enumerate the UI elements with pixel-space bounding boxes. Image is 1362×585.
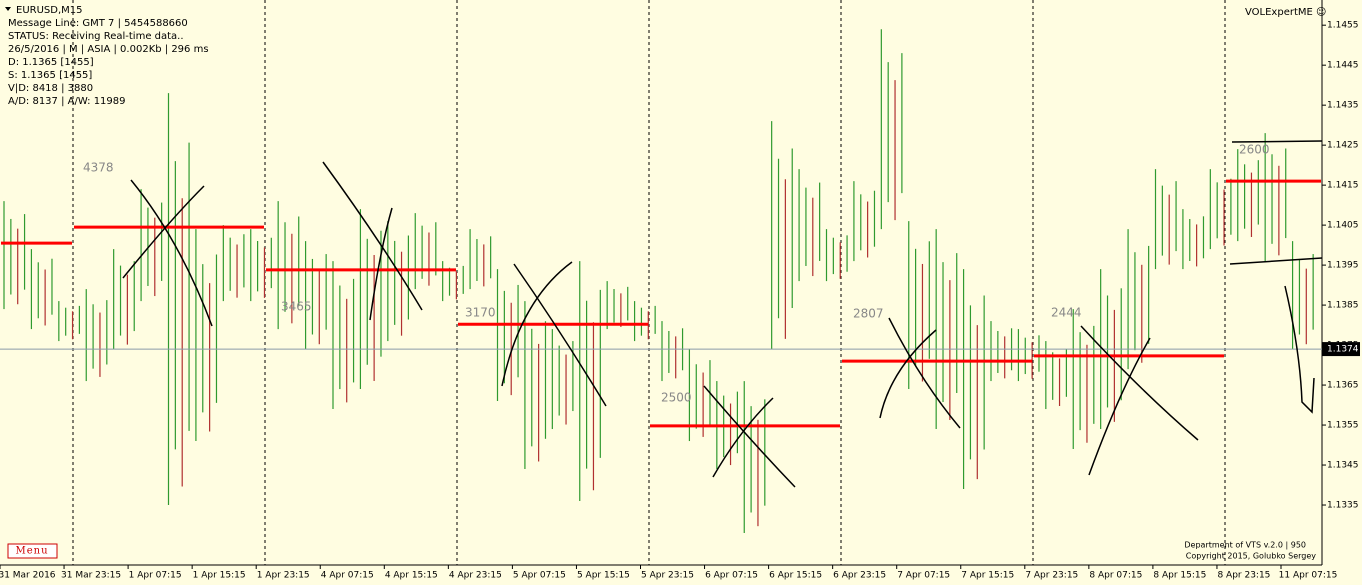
session-separators xyxy=(72,0,1226,565)
volume-label: 4378 xyxy=(83,161,114,175)
volume-label: 3465 xyxy=(281,300,312,314)
volume-label: 2500 xyxy=(661,391,692,405)
menu-label[interactable]: Menu xyxy=(15,546,48,557)
x-tick-label: 4 Apr 23:15 xyxy=(449,571,502,581)
hand-drawn-crosses xyxy=(122,140,1323,488)
x-tick-label: 7 Apr 23:15 xyxy=(1025,571,1078,581)
info-line: Message Line: GMT 7 | 5454588660 xyxy=(8,18,188,29)
x-tick-label: 5 Apr 07:15 xyxy=(513,571,566,581)
x-tick-label: 6 Apr 23:15 xyxy=(833,571,886,581)
footer-line: Copyright 2015, Golubko Sergey xyxy=(1186,552,1316,561)
x-tick-label: 4 Apr 15:15 xyxy=(385,571,438,581)
x-tick-label: 5 Apr 15:15 xyxy=(577,571,630,581)
y-tick-label: 1.1455 xyxy=(1327,21,1359,31)
symbol: EURUSD,M15 xyxy=(16,5,82,16)
info-line: A/D: 8137 | A/W: 11989 xyxy=(8,96,126,107)
y-tick-label: 1.1395 xyxy=(1327,261,1359,271)
volume-label: 2807 xyxy=(853,307,884,321)
x-tick-label: 1 Apr 23:15 xyxy=(257,571,310,581)
x-tick-label: 6 Apr 07:15 xyxy=(705,571,758,581)
y-tick-label: 1.1385 xyxy=(1327,301,1359,311)
x-tick-label: 4 Apr 07:15 xyxy=(321,571,374,581)
x-tick-label: 31 Mar 23:15 xyxy=(61,571,121,581)
x-tick-label: 6 Apr 15:15 xyxy=(769,571,822,581)
y-tick-label: 1.1435 xyxy=(1327,101,1359,111)
info-line: V|D: 8418 | 3880 xyxy=(8,83,93,94)
info-line: 26/5/2016 | M | ASIA | 0.002Kb | 296 ms xyxy=(8,44,209,55)
last-price-label: 1.1374 xyxy=(1327,345,1359,355)
x-tick-label: 7 Apr 07:15 xyxy=(897,571,950,581)
y-tick-label: 1.1445 xyxy=(1327,61,1359,71)
volume-label: 2600 xyxy=(1239,143,1270,157)
x-tick-label: 8 Apr 15:15 xyxy=(1153,571,1206,581)
x-tick-label: 1 Apr 15:15 xyxy=(193,571,246,581)
dropdown-arrow xyxy=(5,7,11,11)
indicator-name: VOLExpertME ☺ xyxy=(1245,7,1326,18)
x-tick-label: 11 Apr 07:15 xyxy=(1279,571,1338,581)
info-line: D: 1.1365 [1455] xyxy=(8,57,94,68)
y-tick-label: 1.1405 xyxy=(1327,221,1359,231)
volume-label: 2444 xyxy=(1051,306,1082,320)
footer-line: Department of VTS v.2.0 | 950 xyxy=(1184,541,1306,550)
y-tick-label: 1.1335 xyxy=(1327,501,1359,511)
y-tick-label: 1.1415 xyxy=(1327,181,1359,191)
info-line: STATUS: Receiving Real-time data.. xyxy=(8,31,184,42)
volume-label: 3170 xyxy=(465,306,496,320)
info-line: S: 1.1365 [1455] xyxy=(8,70,92,81)
x-tick-label: 5 Apr 23:15 xyxy=(641,571,694,581)
x-tick-label: 7 Apr 15:15 xyxy=(961,571,1014,581)
header: EURUSD,M15 VOLExpertME ☺ xyxy=(5,5,1326,18)
x-tick-label: 8 Apr 23:15 xyxy=(1217,571,1270,581)
x-tick-label: 1 Apr 07:15 xyxy=(129,571,182,581)
y-tick-label: 1.1365 xyxy=(1327,381,1359,391)
y-tick-label: 1.1345 xyxy=(1327,461,1359,471)
last-price-box xyxy=(1322,342,1360,357)
y-tick-label: 1.1425 xyxy=(1327,141,1359,151)
x-tick-label: 31 Mar 2016 xyxy=(0,571,56,581)
y-tick-label: 1.1355 xyxy=(1327,421,1359,431)
menu-button[interactable] xyxy=(7,543,58,559)
x-tick-label: 8 Apr 07:15 xyxy=(1089,571,1142,581)
